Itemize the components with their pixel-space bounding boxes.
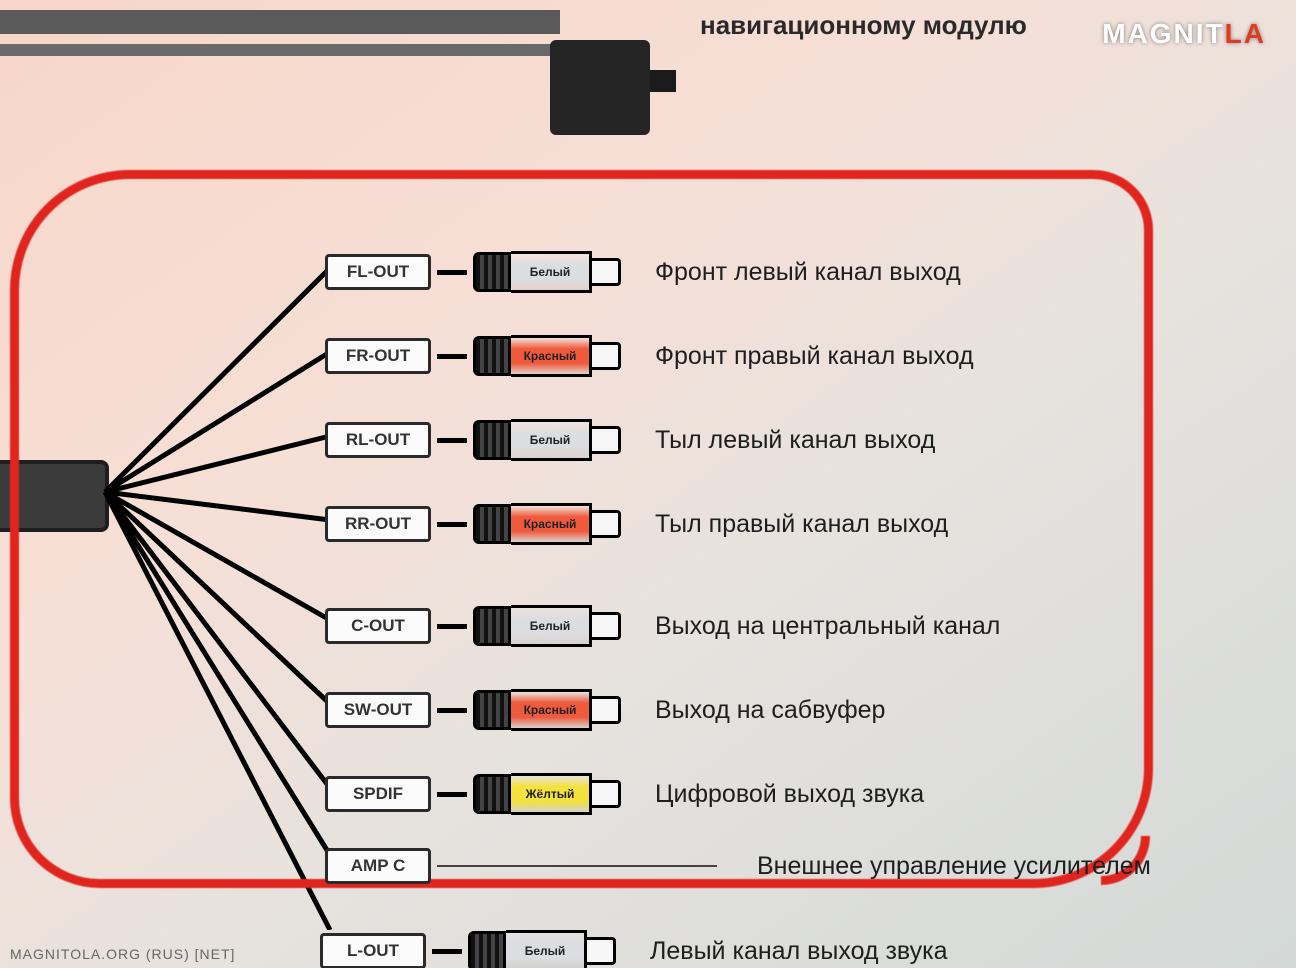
output-description: Внешнее управление усилителем <box>757 852 1151 881</box>
rca-body: Красный <box>511 503 592 545</box>
rca-plug: Красный <box>473 503 621 545</box>
output-description: Тыл правый канал выход <box>655 510 948 539</box>
connector-row: RL-OUT Белый Тыл левый канал выход <box>325 398 1151 482</box>
rca-body: Белый <box>506 930 587 968</box>
rca-tip <box>587 937 616 965</box>
output-code-box: FL-OUT <box>325 254 431 290</box>
rca-plug: Красный <box>473 335 621 377</box>
short-wire <box>437 354 467 359</box>
connector-row: C-OUT Белый Выход на центральный канал <box>325 584 1151 668</box>
rca-body: Белый <box>511 419 592 461</box>
short-wire <box>437 624 467 629</box>
connector-row: FL-OUT Белый Фронт левый канал выход <box>325 230 1151 314</box>
output-description: Тыл левый канал выход <box>655 426 935 455</box>
rca-grip <box>473 336 511 376</box>
output-code-box: RL-OUT <box>325 422 431 458</box>
rca-tip <box>592 612 621 640</box>
rca-tip <box>592 342 621 370</box>
output-description: Левый канал выход звука <box>650 937 948 966</box>
output-description: Фронт левый канал выход <box>655 258 961 287</box>
rca-body: Красный <box>511 335 592 377</box>
short-wire <box>437 438 467 443</box>
rca-tip <box>592 258 621 286</box>
rca-body: Белый <box>511 251 592 293</box>
short-wire <box>437 792 467 797</box>
rca-grip <box>473 504 511 544</box>
top-rail-2 <box>0 44 560 56</box>
connector-row: AMP C Внешнее управление усилителем <box>325 836 1151 896</box>
connector-rows: FL-OUT Белый Фронт левый канал выход FR-OUT… <box>325 230 1151 896</box>
connector-row: FR-OUT Красный Фронт правый канал выход <box>325 314 1151 398</box>
rca-plug: Белый <box>473 419 621 461</box>
short-wire <box>437 522 467 527</box>
output-description: Выход на центральный канал <box>655 612 1000 641</box>
rca-plug: Белый <box>468 930 616 968</box>
output-code-box: AMP C <box>325 848 431 884</box>
output-code-box: RR-OUT <box>325 506 431 542</box>
rca-tip <box>592 780 621 808</box>
rca-tip <box>592 696 621 724</box>
short-wire <box>437 708 467 713</box>
rca-plug: Жёлтый <box>473 773 621 815</box>
short-wire <box>432 949 462 954</box>
output-code-box: C-OUT <box>325 608 431 644</box>
output-description: Цифровой выход звука <box>655 780 924 809</box>
rca-grip <box>473 690 511 730</box>
rca-grip <box>473 606 511 646</box>
top-caption: навигационному модулю <box>700 10 1027 41</box>
watermark-left: MAGNIT <box>1102 18 1224 49</box>
rca-tip <box>592 426 621 454</box>
output-code-box: SW-OUT <box>325 692 431 728</box>
footer-text: MAGNITOLA.ORG (RUS) [NET] <box>10 946 235 962</box>
rca-body: Белый <box>511 605 592 647</box>
top-connector-block <box>550 40 650 135</box>
watermark: MAGNITLA <box>1102 18 1266 50</box>
rca-grip <box>468 931 506 968</box>
output-code-box: SPDIF <box>325 776 431 812</box>
watermark-right: LA <box>1225 18 1266 49</box>
rca-body: Жёлтый <box>511 773 592 815</box>
output-code-box: FR-OUT <box>325 338 431 374</box>
connector-row: SW-OUT Красный Выход на сабвуфер <box>325 668 1151 752</box>
output-code-box: L-OUT <box>320 933 426 968</box>
rca-plug: Белый <box>473 605 621 647</box>
bare-wire <box>437 865 717 867</box>
rca-tip <box>592 510 621 538</box>
bottom-row: L-OUT Белый Левый канал выход звука <box>320 930 948 968</box>
rca-plug: Красный <box>473 689 621 731</box>
rca-grip <box>473 774 511 814</box>
top-rail <box>0 10 560 34</box>
connector-row: SPDIF Жёлтый Цифровой выход звука <box>325 752 1151 836</box>
rca-grip <box>473 420 511 460</box>
output-description: Выход на сабвуфер <box>655 696 885 725</box>
rca-plug: Белый <box>473 251 621 293</box>
rca-body: Красный <box>511 689 592 731</box>
output-description: Фронт правый канал выход <box>655 342 974 371</box>
short-wire <box>437 270 467 275</box>
connector-row: RR-OUT Красный Тыл правый канал выход <box>325 482 1151 566</box>
rca-grip <box>473 252 511 292</box>
